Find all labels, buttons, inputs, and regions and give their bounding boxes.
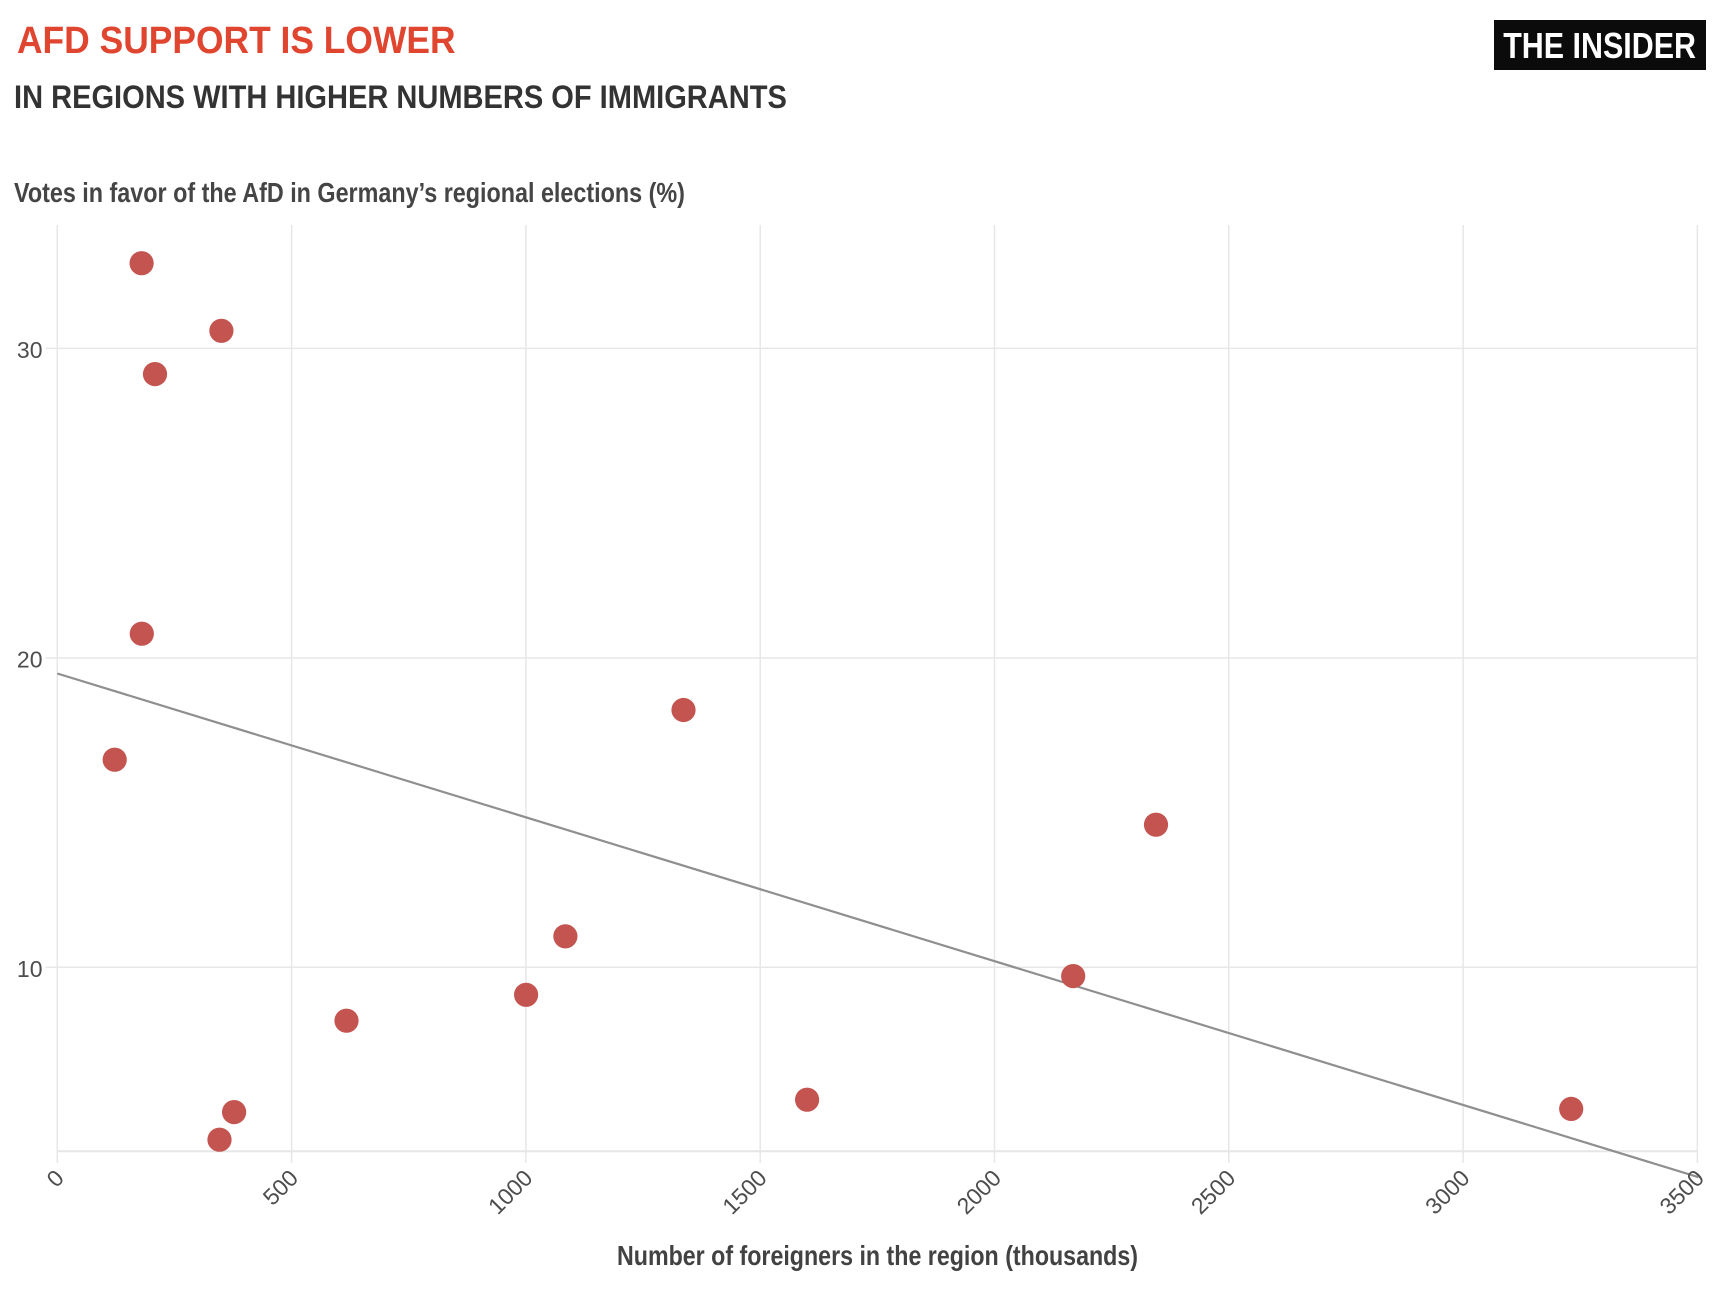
svg-text:30: 30 bbox=[17, 337, 43, 363]
svg-text:0: 0 bbox=[41, 1165, 68, 1192]
svg-text:2500: 2500 bbox=[1186, 1165, 1241, 1220]
svg-text:2000: 2000 bbox=[951, 1165, 1006, 1220]
svg-text:20: 20 bbox=[17, 647, 43, 673]
svg-text:500: 500 bbox=[258, 1165, 304, 1211]
svg-text:3500: 3500 bbox=[1654, 1165, 1709, 1220]
svg-text:3000: 3000 bbox=[1420, 1165, 1475, 1220]
svg-text:1500: 1500 bbox=[717, 1165, 772, 1220]
svg-text:10: 10 bbox=[17, 956, 43, 982]
svg-text:1000: 1000 bbox=[483, 1165, 538, 1220]
